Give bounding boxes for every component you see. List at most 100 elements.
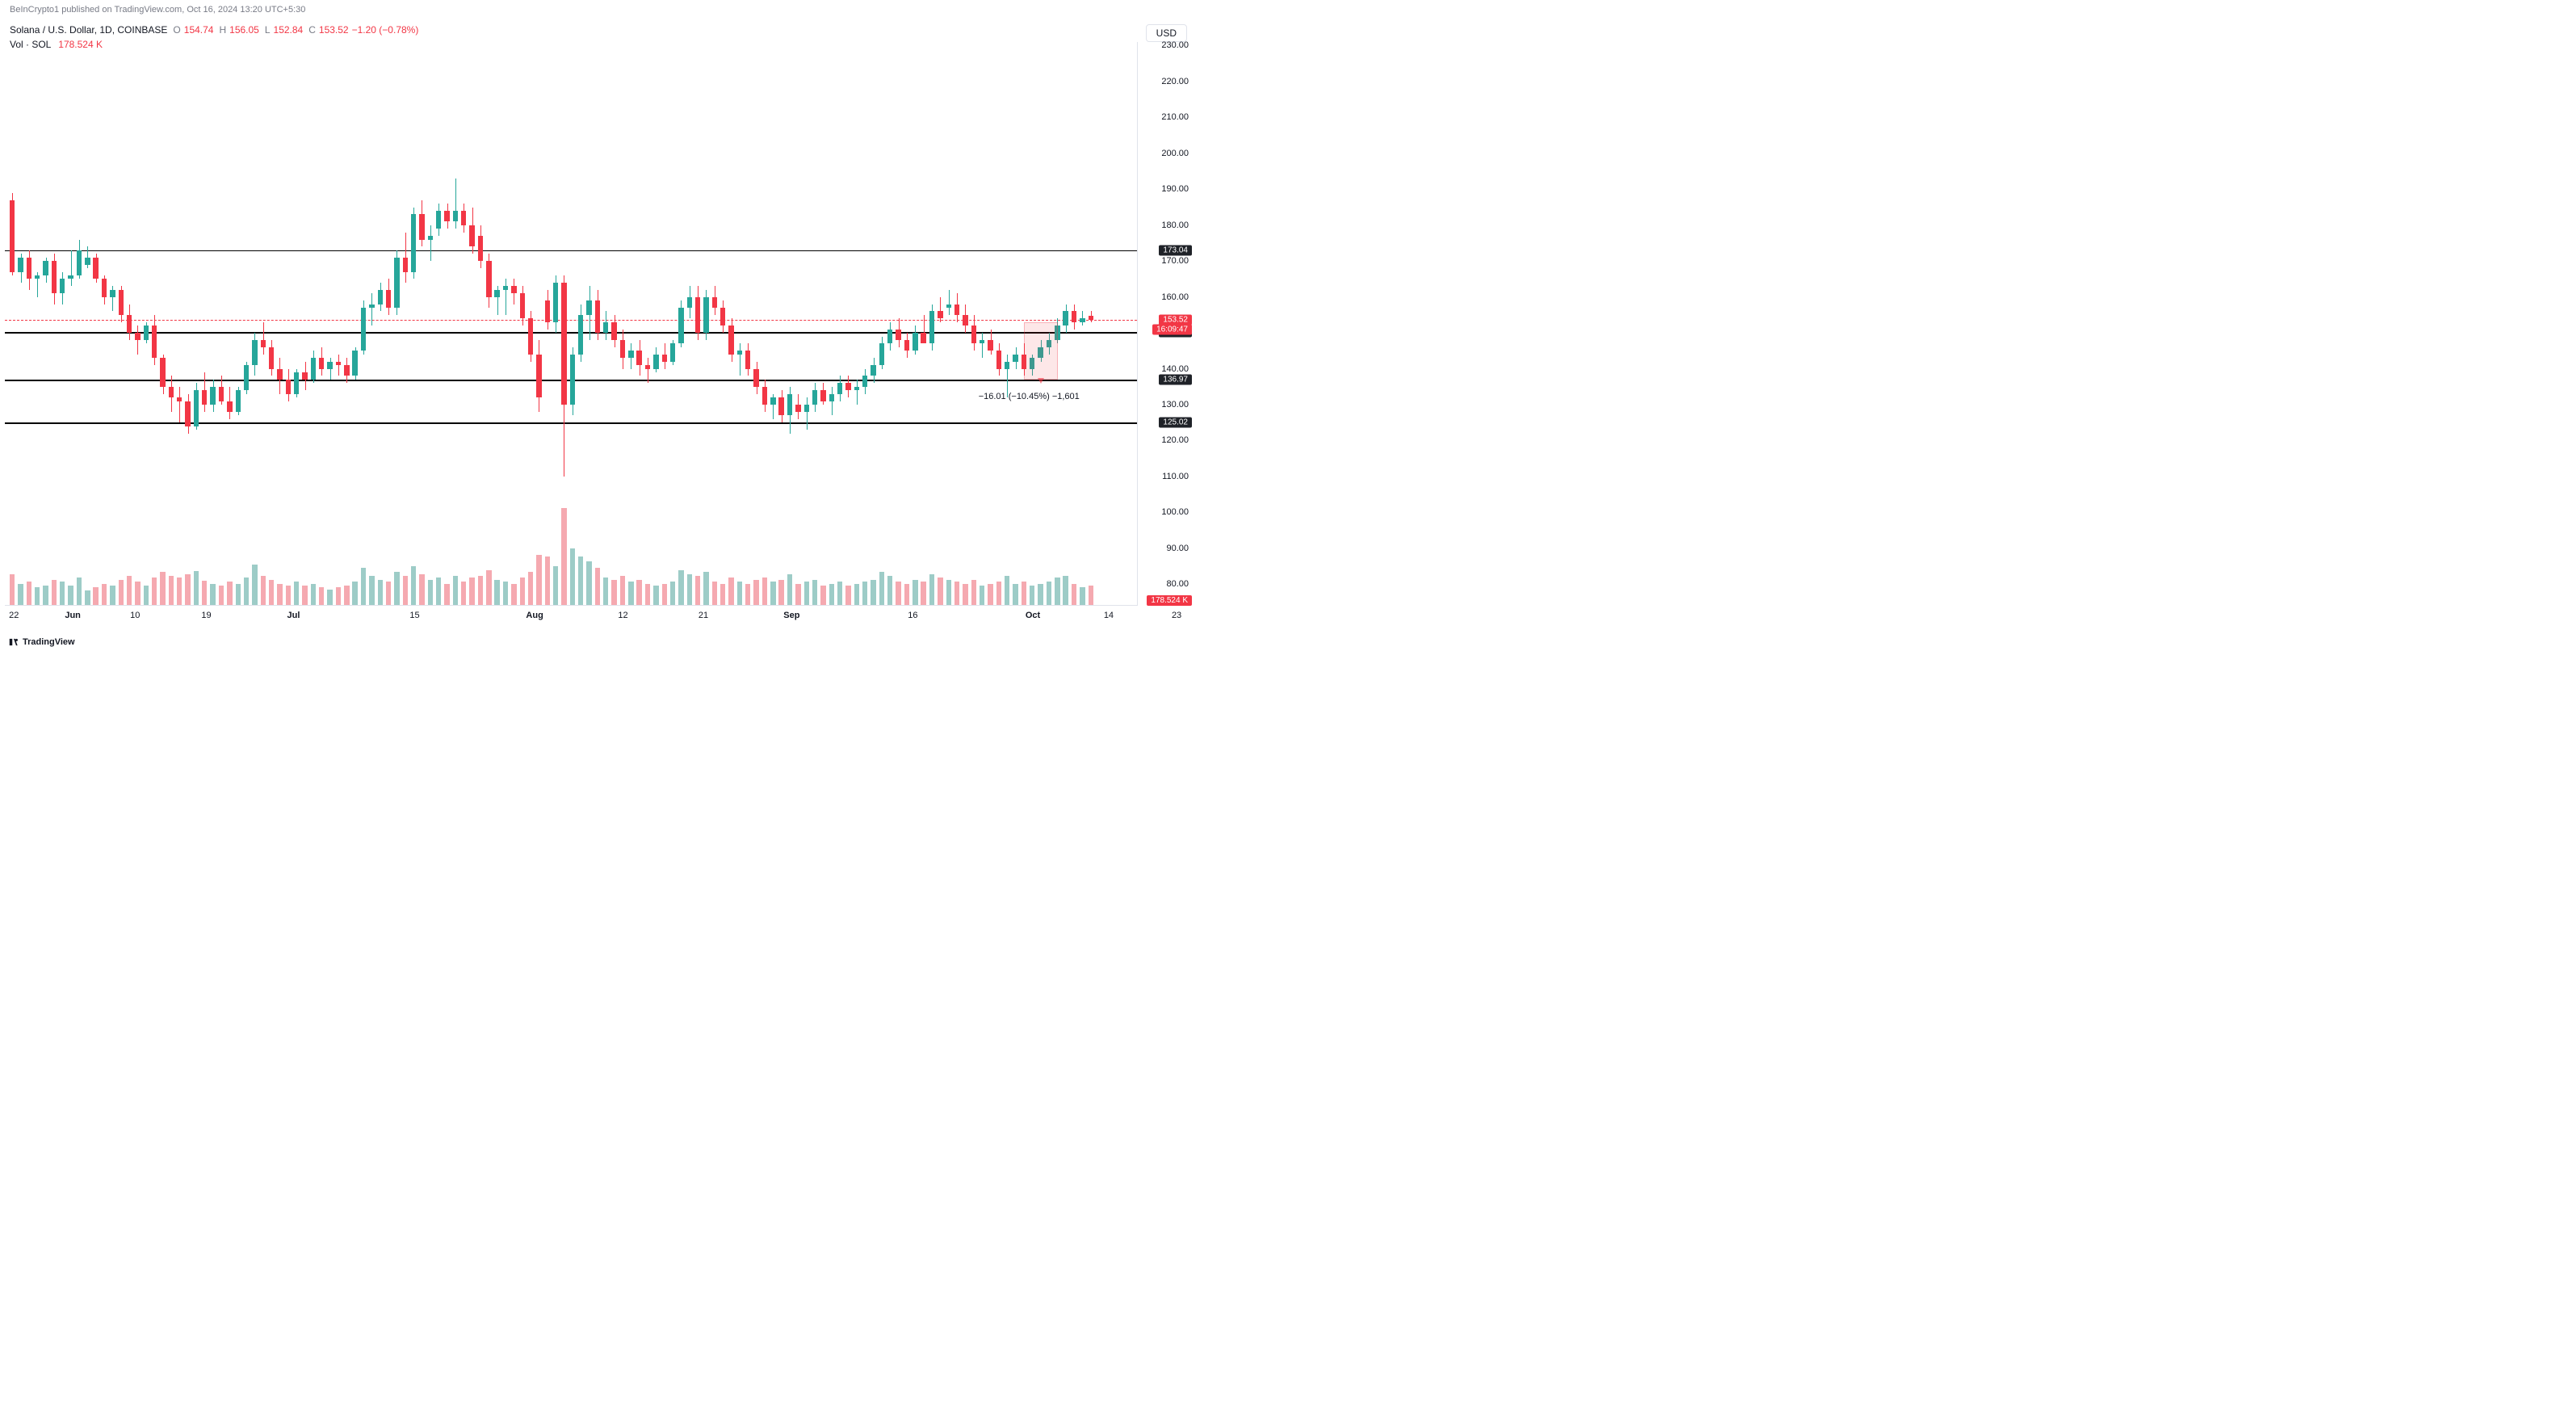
price-level-flag: 173.04: [1159, 245, 1192, 255]
price-y-axis[interactable]: 80.0090.00100.00110.00120.00130.00140.00…: [1137, 42, 1195, 606]
x-axis-tick: Jul: [287, 611, 300, 620]
volume-bar: [319, 587, 324, 605]
footer-text: TradingView: [23, 637, 75, 647]
volume-bar: [636, 580, 641, 605]
low-value: 152.84: [274, 24, 304, 36]
candle-body: [703, 297, 708, 333]
volume-bar: [453, 576, 458, 605]
candle-body: [185, 401, 190, 426]
volume-bar: [653, 586, 658, 605]
candle-body: [586, 300, 591, 315]
candle-body: [436, 211, 441, 229]
volume-bar: [996, 582, 1001, 605]
candle-body: [578, 315, 583, 355]
tv-logo-icon: [8, 636, 19, 648]
candle-body: [494, 290, 499, 297]
y-axis-tick: 110.00: [1162, 472, 1189, 481]
candle-body: [904, 340, 909, 351]
chart-container: BeInCrypto1 published on TradingView.com…: [0, 0, 1195, 653]
volume-bar: [946, 580, 951, 605]
volume-bar: [18, 584, 23, 605]
candle-wick: [982, 333, 983, 358]
volume-bar: [687, 574, 692, 605]
volume-bar: [194, 571, 199, 605]
candle-body: [887, 330, 892, 344]
candle-body: [127, 315, 132, 333]
volume-bar: [177, 578, 182, 605]
candle-body: [753, 369, 758, 387]
candle-body: [152, 326, 157, 358]
horizontal-line[interactable]: [5, 250, 1137, 252]
candle-body: [946, 304, 951, 308]
volume-bar: [1030, 586, 1034, 605]
volume-bar: [778, 580, 783, 605]
price-chart-area[interactable]: −16.01 (−10.45%) −1,601: [5, 42, 1137, 606]
candle-body: [352, 351, 357, 376]
y-axis-tick: 80.00: [1166, 579, 1189, 589]
open-value: 154.74: [184, 24, 214, 36]
volume-bar: [68, 586, 73, 605]
price-flag: 16:09:47: [1152, 324, 1192, 334]
candle-body: [327, 362, 332, 369]
high-label: H: [219, 24, 226, 36]
y-axis-tick: 140.00: [1161, 364, 1189, 374]
x-axis-tick: 19: [201, 611, 211, 620]
candle-body: [611, 322, 616, 340]
candle-body: [1089, 316, 1093, 320]
horizontal-line[interactable]: [5, 332, 1137, 334]
candle-body: [486, 261, 491, 296]
symbol-title: Solana / U.S. Dollar, 1D, COINBASE: [10, 24, 167, 36]
candle-body: [871, 365, 875, 376]
candle-body: [570, 355, 575, 405]
x-axis-tick: 10: [130, 611, 140, 620]
volume-bar: [27, 582, 31, 605]
attribution-text: BeInCrypto1 published on TradingView.com…: [10, 5, 305, 15]
volume-bar: [887, 576, 892, 605]
y-axis-tick: 200.00: [1161, 149, 1189, 158]
volume-bar: [929, 574, 934, 605]
volume-bar: [152, 578, 157, 605]
low-label: L: [265, 24, 271, 36]
currency-badge[interactable]: USD: [1146, 24, 1187, 42]
volume-bar: [812, 580, 817, 605]
volume-bar: [469, 578, 474, 605]
candle-body: [804, 405, 809, 412]
x-axis-tick: 22: [9, 611, 19, 620]
candle-body: [419, 214, 424, 239]
volume-bar: [528, 572, 533, 605]
x-axis-tick: 23: [1172, 611, 1181, 620]
candle-body: [344, 365, 349, 376]
candle-body: [1080, 318, 1085, 321]
x-axis-tick: Jun: [65, 611, 81, 620]
candle-body: [160, 358, 165, 387]
volume-bar: [202, 581, 207, 605]
volume-bar: [302, 586, 307, 605]
candle-body: [520, 293, 525, 318]
candle-body: [244, 365, 249, 390]
volume-bar: [820, 586, 825, 605]
time-x-axis[interactable]: 22Jun1019Jul15Aug1221Sep16Oct1423: [5, 611, 1137, 628]
horizontal-line[interactable]: [5, 422, 1137, 424]
candle-body: [311, 358, 316, 380]
candle-body: [503, 286, 508, 289]
x-axis-tick: 12: [618, 611, 627, 620]
volume-bar: [1022, 582, 1026, 605]
volume-bar: [294, 582, 299, 605]
volume-bar: [595, 568, 600, 605]
candle-body: [662, 355, 667, 362]
volume-bar: [720, 584, 725, 605]
candle-body: [553, 283, 558, 322]
volume-bar: [829, 584, 834, 605]
short-position-box[interactable]: [1024, 322, 1058, 380]
volume-bar: [135, 582, 140, 605]
volume-bar: [1063, 576, 1068, 605]
open-label: O: [173, 24, 180, 36]
high-value: 156.05: [229, 24, 259, 36]
volume-bar: [712, 582, 717, 605]
y-axis-tick: 190.00: [1161, 184, 1189, 194]
volume-bar: [737, 582, 742, 605]
candle-body: [227, 401, 232, 412]
volume-bar: [728, 578, 733, 605]
candle-body: [561, 283, 566, 405]
candle-body: [453, 211, 458, 221]
